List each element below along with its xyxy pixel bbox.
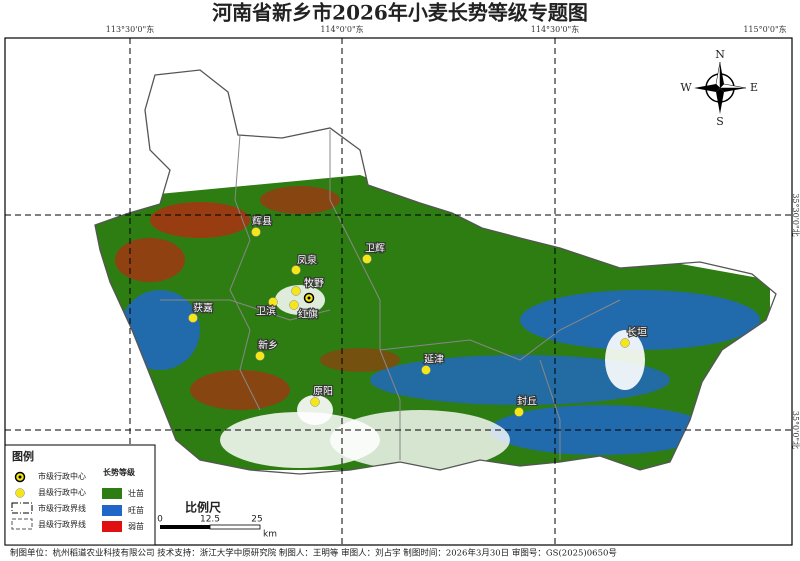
- place-label: 牧野: [304, 277, 324, 290]
- place-label: 封丘: [517, 395, 537, 408]
- place-label: 卫辉: [365, 243, 385, 255]
- legend-label: 县级行政中心: [38, 487, 86, 497]
- lon-label: 113°30'0"东: [106, 24, 154, 34]
- scale-bar: 比例尺 0 12.5 25 km: [157, 500, 277, 540]
- place-label: 卫滨: [256, 305, 276, 318]
- place-label: 辉县: [252, 216, 272, 228]
- legend-label: 县级行政界线: [38, 519, 86, 529]
- lon-label: 114°30'0"东: [531, 24, 579, 34]
- legend-growth-title: 长势等级: [103, 467, 136, 477]
- county-boundaries: [160, 130, 621, 460]
- place-label: 红旗: [298, 308, 318, 321]
- north-arrow: N E S W: [680, 48, 758, 128]
- lat-label: 35°30'0"北: [791, 193, 800, 236]
- place-label: 新乡: [258, 339, 278, 352]
- footer: 制图单位：杭州稻道农业科技有限公司 技术支持：浙江大学中原研究院 制图人：王明等…: [10, 548, 617, 559]
- place-markers: [188, 227, 630, 417]
- legend-label: 市级行政界线: [38, 503, 86, 513]
- scale-label: 25: [251, 515, 262, 525]
- compass-s: S: [716, 115, 724, 128]
- lon-label: 114°0'0"东: [320, 24, 363, 34]
- place-label: 凤泉: [297, 254, 317, 267]
- compass-w: W: [680, 81, 692, 94]
- legend-class: 弱苗: [128, 522, 144, 531]
- compass-e: E: [750, 81, 758, 94]
- legend: 图例 市级行政中心 县级行政中心 市级行政界线 县级行政界线 长势等级 壮苗 旺…: [4, 444, 156, 546]
- scale-label: 0: [157, 515, 163, 525]
- legend-class: 旺苗: [128, 506, 144, 515]
- legend-label: 市级行政中心: [38, 471, 86, 481]
- place-label: 长垣: [627, 327, 647, 339]
- scale-label: 12.5: [200, 515, 220, 525]
- legend-class: 壮苗: [128, 488, 144, 498]
- compass-n: N: [715, 48, 725, 61]
- place-label: 原阳: [313, 386, 333, 398]
- scale-unit: km: [263, 530, 277, 540]
- legend-title: 图例: [12, 449, 34, 463]
- map-title: 河南省新乡市2026年小麦长势等级专题图: [212, 1, 588, 25]
- place-label: 获嘉: [193, 302, 213, 315]
- scale-title: 比例尺: [185, 500, 221, 515]
- place-label: 延津: [424, 354, 444, 366]
- lon-label: 115°0'0"东: [743, 24, 786, 34]
- lat-label: 35°0'0"北: [791, 411, 800, 449]
